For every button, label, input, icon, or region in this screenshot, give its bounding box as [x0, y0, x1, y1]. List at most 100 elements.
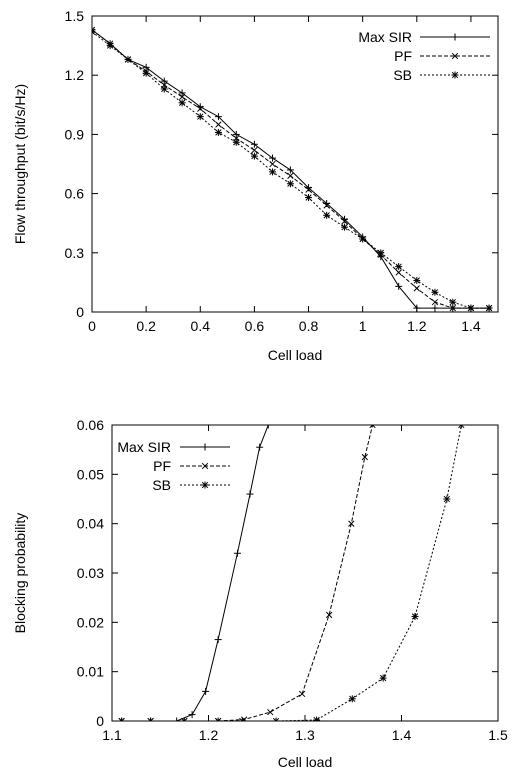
legend: Max SIR PF SB [117, 439, 230, 493]
y-tick-label: 0.9 [65, 126, 85, 142]
data-point [232, 138, 240, 146]
data-point [269, 154, 277, 162]
x-axis-label: Cell load [268, 347, 322, 363]
data-point [147, 717, 155, 721]
data-point [431, 288, 439, 296]
data-point [178, 99, 186, 107]
data-point [348, 695, 356, 703]
data-point [250, 152, 258, 160]
data-point [215, 121, 222, 128]
legend-label: SB [152, 477, 171, 493]
data-point [246, 490, 254, 498]
legend-label: SB [393, 67, 412, 83]
data-point [124, 55, 132, 63]
data-point [369, 425, 376, 429]
data-point [359, 235, 367, 243]
data-point [323, 211, 331, 219]
data-point [118, 717, 126, 721]
data-point [457, 425, 465, 429]
data-point [431, 304, 439, 312]
x-tick-label: 1.3 [295, 727, 315, 743]
throughput-chart: 0 0.2 0.4 0.6 0.8 1 1.2 1.4 0 0.3 0.6 0.9 1.2 1.5 Max… [12, 8, 499, 363]
data-point [106, 42, 114, 50]
data-point [449, 304, 456, 312]
tick-group: 1.1 1.2 1.3 1.4 1.5 0 0.01 0.02 0.03 0.04 0.05 0.06 [77, 417, 508, 743]
data-point [214, 113, 222, 121]
y-tick-label: 1.2 [65, 67, 85, 83]
data-point [160, 85, 168, 93]
data-point [443, 495, 451, 503]
legend: Max SIR PF SB [358, 29, 490, 83]
data-point [214, 717, 222, 721]
y-axis-label: Blocking probability [12, 513, 28, 634]
data-point [413, 285, 420, 292]
x-tick-label: 0 [88, 318, 96, 334]
data-point [238, 717, 246, 721]
data-point [267, 708, 274, 716]
data-point [287, 172, 294, 179]
x-tick-label: 0.6 [245, 318, 265, 334]
x-tick-label: 0.8 [299, 318, 319, 334]
legend-marker [451, 33, 459, 41]
data-point [264, 425, 272, 429]
data-point [160, 77, 168, 85]
legend-label: Max SIR [117, 439, 171, 455]
legend-marker [451, 71, 459, 79]
y-tick-label: 0.3 [65, 245, 85, 261]
y-tick-label: 0.03 [77, 565, 104, 581]
legend-label: PF [394, 48, 412, 64]
data-point [256, 443, 264, 451]
data-point [413, 304, 421, 312]
x-tick-label: 0.4 [191, 318, 211, 334]
data-point [178, 89, 186, 97]
y-tick-label: 0 [96, 713, 104, 729]
x-tick-label: 1 [359, 318, 367, 334]
data-point [178, 93, 186, 101]
data-point [377, 249, 385, 257]
data-point [272, 717, 280, 721]
data-point [92, 28, 96, 36]
data-point [286, 166, 294, 174]
data-point [341, 223, 349, 231]
series-group [118, 425, 465, 721]
data-point [286, 180, 294, 188]
data-point [269, 168, 277, 176]
data-point [142, 63, 150, 71]
data-point [180, 717, 188, 721]
data-point [305, 186, 312, 193]
data-point [214, 128, 222, 136]
data-point [305, 194, 313, 202]
data-point [250, 140, 258, 148]
data-point [188, 711, 196, 719]
y-tick-label: 0.04 [77, 516, 104, 532]
y-tick-label: 0 [76, 304, 84, 320]
series-line-sb [92, 31, 490, 309]
x-tick-label: 1.4 [461, 318, 481, 334]
data-point [348, 520, 355, 527]
y-tick-label: 0.6 [65, 186, 85, 202]
y-tick-label: 0.01 [77, 664, 104, 680]
blocking-chart: 1.1 1.2 1.3 1.4 1.5 0 0.01 0.02 0.03 0.04 0.05 0.06… [12, 417, 508, 770]
y-tick-label: 0.05 [77, 466, 104, 482]
data-point [431, 298, 439, 306]
x-tick-label: 1.4 [392, 727, 412, 743]
data-point [361, 453, 368, 461]
x-axis-label: Cell load [278, 754, 332, 770]
x-tick-label: 1.2 [407, 318, 427, 334]
data-point [395, 263, 403, 271]
legend-marker [201, 481, 209, 489]
data-point [196, 113, 204, 121]
data-point [269, 160, 276, 168]
x-tick-label: 1.5 [488, 727, 508, 743]
data-point [214, 636, 222, 644]
data-point [173, 717, 181, 721]
data-point [413, 276, 421, 284]
legend-label: PF [153, 458, 171, 474]
data-point [197, 105, 204, 112]
legend-marker [201, 443, 209, 451]
legend-marker [451, 52, 459, 60]
data-point [142, 69, 150, 77]
data-point [379, 674, 387, 682]
legend-label: Max SIR [358, 29, 412, 45]
